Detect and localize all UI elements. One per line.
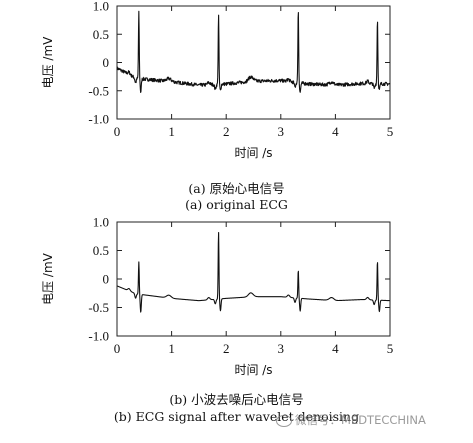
chart-b: 0 1 2 3 4 5 1.0 0.5 0 -0.5 -1.0 时间 /s 电压 /mV — [41, 215, 393, 378]
ecg-series-line — [116, 232, 391, 313]
x-tick-label: 0 — [114, 341, 121, 356]
x-tick-label: 4 — [332, 341, 339, 356]
chart-a: 0 1 2 3 4 5 1.0 0.5 0 -0.5 -1.0 时间 /s 电压 /mV — [41, 0, 393, 160]
y-tick-label: -1.0 — [88, 112, 109, 127]
y-tick-label: 0.5 — [93, 27, 109, 42]
x-axis-label: 时间 /s — [234, 363, 272, 377]
y-tick-label: -0.5 — [88, 300, 109, 315]
caption-a-cn: (a) 原始心电信号 — [188, 181, 285, 196]
x-tick-label: 0 — [114, 124, 121, 139]
x-tick-label: 2 — [223, 124, 230, 139]
x-axis-label: 时间 /s — [234, 146, 272, 160]
x-tick-label: 3 — [278, 341, 285, 356]
caption-a-en: (a) original ECG — [185, 197, 288, 212]
plot-frame — [116, 5, 391, 120]
x-tick-label: 5 — [387, 341, 394, 356]
x-tick-label: 1 — [168, 124, 175, 139]
y-tick-label: -1.0 — [88, 329, 109, 344]
x-tick-label: 5 — [387, 124, 394, 139]
y-tick-label: 0 — [103, 272, 110, 287]
y-tick-label: 1.0 — [93, 0, 109, 14]
y-tick-label: 1.0 — [93, 215, 109, 230]
caption-b-cn: (b) 小波去噪后心电信号 — [169, 392, 304, 407]
x-tick-label: 3 — [278, 124, 285, 139]
y-tick-label: 0 — [103, 55, 110, 70]
y-tick-label: 0.5 — [93, 243, 109, 258]
watermark: 微信号：MEDTECCHINA — [276, 412, 426, 428]
x-tick-label: 1 — [168, 341, 175, 356]
ecg-series-line — [116, 10, 391, 93]
x-tick-label: 4 — [332, 124, 339, 139]
watermark-text: 微信号：MEDTECCHINA — [295, 413, 426, 427]
caption-b-en: (b) ECG signal after wavelet denoising — [113, 409, 360, 424]
plot-frame — [116, 221, 391, 337]
y-axis-label: 电压 /mV — [41, 252, 55, 305]
y-tick-label: -0.5 — [88, 83, 109, 98]
y-axis-label: 电压 /mV — [41, 36, 55, 89]
wechat-icon — [276, 414, 292, 427]
x-tick-label: 2 — [223, 341, 230, 356]
